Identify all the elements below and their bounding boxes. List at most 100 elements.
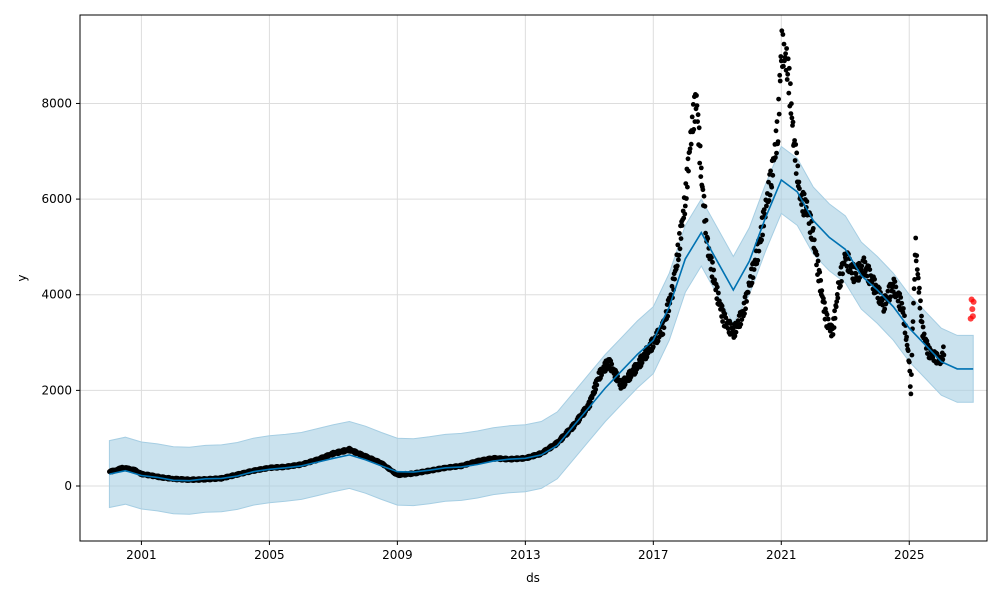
observed-point xyxy=(862,259,868,265)
observed-point xyxy=(676,252,682,258)
observed-point xyxy=(921,331,927,337)
observed-point xyxy=(698,174,704,180)
observed-point xyxy=(660,331,666,337)
observed-point xyxy=(902,313,907,319)
observed-point xyxy=(696,125,702,131)
observed-point xyxy=(783,51,788,56)
holdout-points-layer xyxy=(967,296,977,322)
observed-point xyxy=(730,326,736,331)
observed-point xyxy=(914,253,920,258)
observed-point xyxy=(594,382,600,388)
observed-point xyxy=(835,295,841,301)
observed-point xyxy=(810,226,816,231)
observed-point xyxy=(815,258,821,264)
observed-point xyxy=(785,71,791,77)
holdout-point xyxy=(970,298,977,305)
observed-point xyxy=(801,191,807,197)
observed-point xyxy=(877,285,882,291)
observed-point xyxy=(784,77,790,82)
observed-point xyxy=(732,333,738,339)
observed-point xyxy=(792,138,797,143)
observed-point xyxy=(672,276,677,282)
observed-point xyxy=(864,273,870,279)
observed-point xyxy=(701,193,707,199)
observed-point xyxy=(910,319,916,324)
observed-point xyxy=(793,142,799,147)
observed-point xyxy=(916,290,922,295)
observed-point xyxy=(912,277,917,282)
observed-point xyxy=(899,300,905,306)
observed-point xyxy=(911,286,917,292)
observed-point xyxy=(687,146,693,152)
observed-point xyxy=(677,246,683,252)
observed-point xyxy=(777,78,783,84)
observed-point xyxy=(773,155,778,160)
observed-point xyxy=(918,298,923,304)
observed-point xyxy=(691,126,697,132)
observed-point xyxy=(905,348,911,354)
observed-point xyxy=(780,32,786,37)
observed-point xyxy=(764,203,769,209)
observed-point xyxy=(681,215,687,221)
observed-point xyxy=(685,156,691,162)
observed-point xyxy=(790,119,796,125)
observed-point xyxy=(892,279,898,284)
observed-point xyxy=(743,306,748,312)
observed-point xyxy=(793,171,799,177)
observed-point xyxy=(895,298,901,304)
observed-point xyxy=(777,72,783,78)
observed-point xyxy=(665,313,671,319)
observed-point xyxy=(784,46,789,51)
observed-point xyxy=(789,101,794,107)
observed-point xyxy=(786,90,792,96)
observed-point xyxy=(655,338,661,344)
observed-point xyxy=(859,263,865,269)
observed-point xyxy=(774,119,780,124)
observed-point xyxy=(714,284,720,290)
observed-point xyxy=(904,342,910,348)
observed-point xyxy=(773,128,779,134)
observed-point xyxy=(824,312,830,317)
observed-point xyxy=(775,139,781,145)
x-tick-label: 2001 xyxy=(126,548,157,562)
observed-point xyxy=(909,372,914,377)
observed-point xyxy=(893,284,899,290)
observed-point xyxy=(776,96,781,102)
observed-point xyxy=(914,267,920,272)
observed-point xyxy=(831,325,837,330)
observed-point xyxy=(710,259,715,265)
observed-point xyxy=(755,258,761,263)
observed-point xyxy=(682,203,688,209)
observed-point xyxy=(677,231,682,236)
observed-point xyxy=(711,267,716,273)
observed-point xyxy=(907,384,913,389)
observed-point xyxy=(639,360,645,366)
observed-point xyxy=(593,387,599,392)
observed-point xyxy=(788,111,794,116)
observed-point xyxy=(756,248,762,254)
observed-point xyxy=(695,112,701,118)
observed-point xyxy=(703,217,709,223)
observed-point xyxy=(782,58,787,64)
observed-point xyxy=(604,366,609,372)
holdout-point xyxy=(969,306,976,313)
observed-point xyxy=(725,326,731,331)
observed-point xyxy=(898,295,904,300)
observed-point xyxy=(915,275,921,281)
observed-point xyxy=(799,202,804,207)
observed-point xyxy=(924,338,930,344)
forecast-line xyxy=(109,178,974,482)
y-tick-label: 4000 xyxy=(41,288,72,302)
observed-point xyxy=(768,168,773,174)
observed-point xyxy=(786,65,792,71)
observed-point xyxy=(698,165,704,171)
y-tick-label: 6000 xyxy=(41,192,72,206)
y-axis-label: y xyxy=(15,274,29,281)
observed-point xyxy=(821,296,826,301)
observed-point xyxy=(843,257,849,262)
observed-point xyxy=(858,267,864,272)
observed-point xyxy=(761,207,767,213)
observed-point xyxy=(702,203,708,209)
observed-point xyxy=(766,198,772,203)
